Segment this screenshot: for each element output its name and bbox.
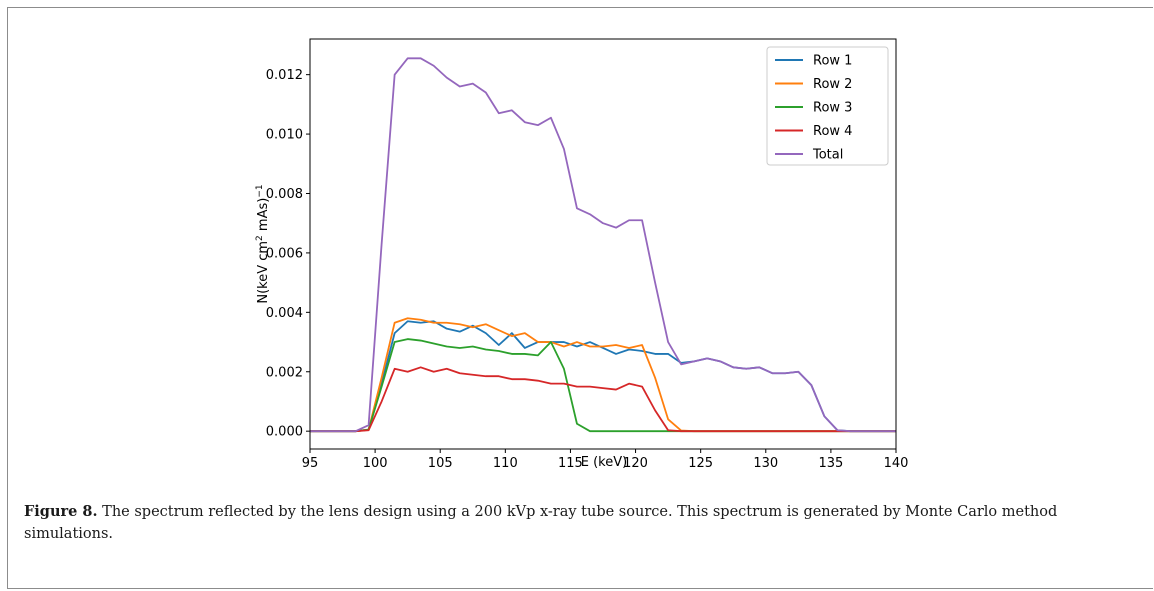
y-axis-label: N(keV cm2 mAs)−1 (255, 184, 271, 303)
figure-label: Figure 8. (24, 503, 98, 520)
y-tick-label: 0.012 (266, 68, 303, 83)
legend-label-5: Total (812, 148, 843, 163)
x-tick-label: 110 (493, 456, 518, 471)
series-line-1 (310, 320, 896, 433)
legend-label-1: Row 1 (813, 54, 852, 69)
x-axis-label: E (keV) (581, 455, 627, 470)
series-line-4 (310, 366, 896, 433)
x-tick-label: 135 (818, 456, 843, 471)
series-line-3 (310, 338, 896, 433)
legend-label-4: Row 4 (813, 124, 852, 139)
x-tick-label: 100 (363, 456, 388, 471)
y-tick-label: 0.000 (266, 425, 303, 440)
x-tick-label: 120 (623, 456, 648, 471)
axes-frame (309, 38, 897, 450)
x-tick-label: 115 (558, 456, 583, 471)
x-tick-label: 140 (884, 456, 909, 471)
spectrum-chart: 95 100 105 110 115 120 125 130 135 140 0.000 0.002 0… (255, 38, 909, 471)
y-tick-label: 0.008 (266, 187, 303, 202)
x-tick-label: 125 (688, 456, 713, 471)
y-tick-label: 0.010 (266, 128, 303, 143)
y-tick-label: 0.004 (266, 306, 303, 321)
caption-text: The spectrum reflected by the lens desig… (24, 504, 1058, 542)
legend-box (766, 46, 889, 166)
x-tick-label: 95 (302, 456, 319, 471)
x-tick-label: 105 (428, 456, 453, 471)
y-tick-label: 0.006 (266, 246, 303, 261)
legend-label-2: Row 2 (813, 77, 852, 92)
chart-legend: Row 1 Row 2 Row 3 Row 4 Total (766, 46, 889, 166)
series-group (310, 57, 896, 433)
series-line-2 (310, 317, 896, 433)
legend-label-3: Row 3 (813, 101, 852, 116)
figure-frame (7, 7, 1153, 589)
series-line-5 (310, 57, 896, 433)
y-tick-label: 0.002 (266, 365, 303, 380)
figure-caption: Figure 8. The spectrum reflected by the … (24, 501, 1134, 545)
plot-area: 95 100 105 110 115 120 125 130 135 140 0.000 0.002 0… (266, 38, 909, 471)
x-tick-label: 130 (753, 456, 778, 471)
